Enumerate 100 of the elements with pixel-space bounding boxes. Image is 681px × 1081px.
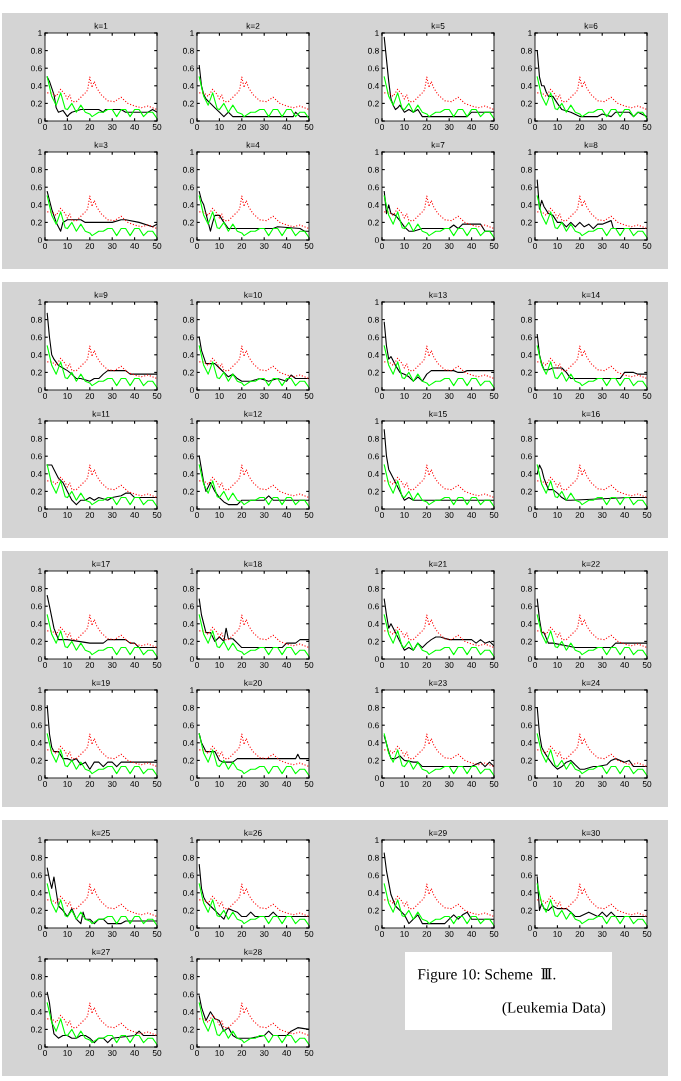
y-tick-label: 0 bbox=[189, 387, 194, 394]
x-tick-label: 40 bbox=[467, 393, 476, 399]
x-tick-label: 0 bbox=[533, 243, 537, 249]
y-tick-label: 0.6 bbox=[30, 722, 42, 729]
x-tick-label: 50 bbox=[152, 124, 162, 130]
x-tick-label: 50 bbox=[152, 1050, 162, 1056]
y-tick-label: 0 bbox=[189, 237, 194, 244]
x-tick-label: 0 bbox=[380, 781, 384, 787]
x-tick-label: 30 bbox=[107, 393, 117, 399]
x-tick-label: 20 bbox=[575, 243, 585, 249]
x-tick-label: 40 bbox=[282, 393, 291, 399]
y-tick-label: 0.6 bbox=[367, 334, 379, 341]
y-tick-label: 0.6 bbox=[520, 453, 532, 460]
y-tick-label: 0.6 bbox=[182, 184, 194, 191]
x-tick-label: 0 bbox=[533, 393, 537, 399]
y-tick-label: 0 bbox=[527, 506, 532, 513]
x-tick-label: 10 bbox=[400, 243, 409, 249]
chart-title: k=5 bbox=[431, 22, 445, 29]
x-tick-label: 10 bbox=[63, 512, 72, 518]
y-tick-label: 1 bbox=[375, 568, 379, 575]
y-tick-label: 0 bbox=[37, 387, 42, 394]
y-tick-label: 0.6 bbox=[520, 872, 532, 879]
y-tick-label: 0 bbox=[189, 925, 194, 932]
x-tick-label: 30 bbox=[444, 243, 454, 249]
y-tick-label: 0 bbox=[374, 118, 379, 125]
x-tick-label: 10 bbox=[215, 931, 224, 937]
y-tick-label: 1 bbox=[190, 568, 194, 575]
x-tick-label: 20 bbox=[85, 781, 95, 787]
line-series bbox=[46, 733, 157, 768]
y-tick-label: 1 bbox=[190, 299, 194, 306]
x-tick-label: 40 bbox=[130, 931, 139, 937]
y-tick-label: 0.8 bbox=[367, 166, 379, 173]
x-tick-label: 40 bbox=[620, 662, 629, 668]
line-series bbox=[198, 883, 309, 918]
x-tick-label: 30 bbox=[597, 781, 607, 787]
y-tick-label: 0.8 bbox=[367, 704, 379, 711]
y-tick-label: 0.2 bbox=[182, 638, 194, 645]
y-tick-label: 0.8 bbox=[520, 166, 532, 173]
y-tick-label: 0.6 bbox=[520, 603, 532, 610]
y-tick-label: 0.2 bbox=[367, 219, 379, 226]
y-tick-label: 1 bbox=[528, 418, 532, 425]
x-tick-label: 40 bbox=[620, 124, 629, 130]
y-tick-label: 0 bbox=[189, 506, 194, 513]
y-tick-label: 0.4 bbox=[367, 202, 379, 208]
x-tick-label: 20 bbox=[237, 512, 247, 518]
y-tick-label: 0.8 bbox=[182, 973, 194, 980]
y-tick-label: 0.8 bbox=[182, 854, 194, 861]
y-tick-label: 0.8 bbox=[182, 585, 194, 592]
x-tick-label: 10 bbox=[553, 781, 562, 787]
x-tick-label: 50 bbox=[642, 124, 652, 130]
x-tick-label: 40 bbox=[130, 781, 139, 787]
line-series bbox=[46, 614, 157, 649]
x-tick-label: 10 bbox=[63, 1050, 72, 1056]
y-tick-label: 0.4 bbox=[30, 202, 42, 208]
y-tick-label: 0 bbox=[527, 387, 532, 394]
y-tick-label: 0.8 bbox=[520, 854, 532, 861]
x-tick-label: 40 bbox=[467, 243, 476, 249]
x-tick-label: 20 bbox=[85, 1050, 95, 1056]
y-tick-label: 0.2 bbox=[367, 757, 379, 764]
y-tick-label: 0.8 bbox=[520, 704, 532, 711]
x-tick-label: 10 bbox=[553, 393, 562, 399]
y-tick-label: 0.4 bbox=[30, 1009, 42, 1015]
y-tick-label: 0 bbox=[527, 925, 532, 932]
y-tick-label: 0.6 bbox=[367, 65, 379, 72]
line-series bbox=[536, 76, 647, 111]
y-tick-label: 0.8 bbox=[520, 47, 532, 54]
y-tick-label: 0.2 bbox=[30, 757, 42, 764]
x-tick-label: 50 bbox=[304, 931, 314, 937]
y-tick-label: 0.8 bbox=[182, 435, 194, 442]
x-tick-label: 10 bbox=[63, 662, 72, 668]
x-tick-label: 20 bbox=[85, 124, 95, 130]
x-tick-label: 20 bbox=[575, 124, 585, 130]
x-tick-label: 0 bbox=[380, 512, 384, 518]
y-tick-label: 0.2 bbox=[182, 757, 194, 764]
y-tick-label: 0.8 bbox=[367, 435, 379, 442]
y-tick-label: 0.8 bbox=[367, 47, 379, 54]
x-tick-label: 10 bbox=[215, 243, 224, 249]
x-tick-label: 0 bbox=[380, 931, 384, 937]
line-series bbox=[198, 614, 309, 649]
y-tick-label: 0.4 bbox=[367, 471, 379, 477]
x-tick-label: 10 bbox=[553, 512, 562, 518]
x-tick-label: 50 bbox=[304, 124, 314, 130]
y-tick-label: 1 bbox=[38, 568, 42, 575]
y-tick-label: 0.6 bbox=[367, 184, 379, 191]
line-series bbox=[46, 1002, 157, 1037]
y-tick-label: 0 bbox=[527, 118, 532, 125]
y-tick-label: 0.2 bbox=[30, 488, 42, 495]
chart-title: k=28 bbox=[244, 948, 262, 955]
x-tick-label: 20 bbox=[422, 781, 432, 787]
y-tick-label: 0.2 bbox=[30, 100, 42, 107]
chart-title: k=23 bbox=[429, 679, 447, 686]
y-tick-label: 0.6 bbox=[520, 65, 532, 72]
x-tick-label: 10 bbox=[553, 243, 562, 249]
x-tick-label: 20 bbox=[422, 243, 432, 249]
x-tick-label: 50 bbox=[642, 781, 652, 787]
x-tick-label: 30 bbox=[597, 124, 607, 130]
y-tick-label: 0.8 bbox=[367, 585, 379, 592]
x-tick-label: 40 bbox=[467, 512, 476, 518]
y-tick-label: 0.2 bbox=[182, 907, 194, 914]
y-tick-label: 0.4 bbox=[520, 202, 532, 208]
